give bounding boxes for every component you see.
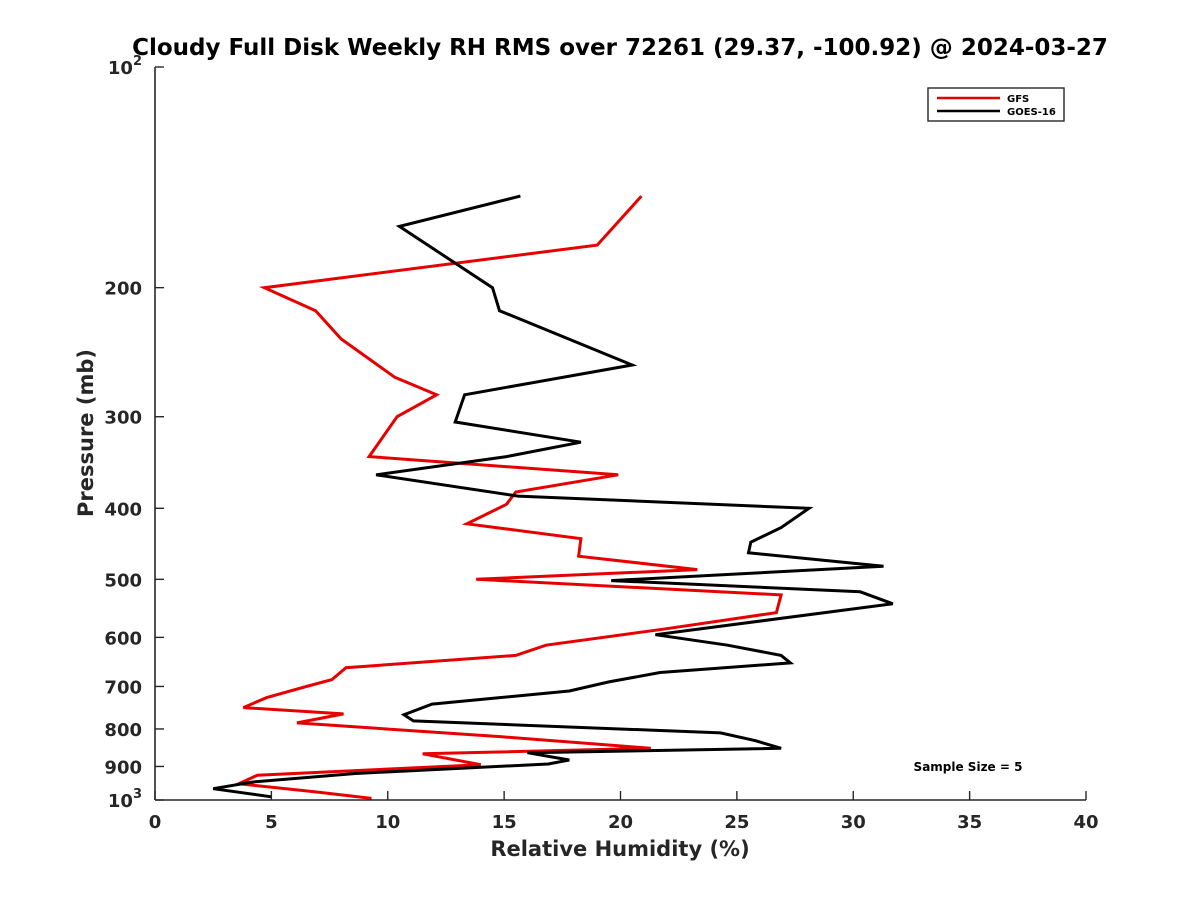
- chart-title: Cloudy Full Disk Weekly RH RMS over 7226…: [132, 35, 1108, 61]
- series-layer: [212, 194, 894, 800]
- x-axis-label: Relative Humidity (%): [490, 837, 749, 861]
- x-tick-label: 40: [1073, 812, 1098, 833]
- series-line-gfs: [233, 195, 784, 800]
- sample-size-annotation: Sample Size = 5: [914, 760, 1023, 774]
- series-line-goes-16: [212, 194, 894, 799]
- x-tick-label: 0: [149, 812, 162, 833]
- y-tick-base: 10: [108, 791, 133, 812]
- x-tick-label: 10: [375, 812, 400, 833]
- legend-label-goes-16: GOES-16: [1007, 107, 1056, 118]
- y-axis-label: Pressure (mb): [74, 349, 98, 517]
- y-tick-label: 400: [104, 499, 142, 520]
- y-tick-exponent: 3: [133, 787, 142, 802]
- legend: GFS GOES-16: [927, 87, 1065, 122]
- y-tick-label: 200: [104, 279, 142, 300]
- y-tick-label: 800: [104, 720, 142, 741]
- x-tick-label: 5: [265, 812, 278, 833]
- x-tick-label: 30: [841, 812, 866, 833]
- y-tick-label: 103: [108, 787, 142, 812]
- x-tick-label: 35: [957, 812, 982, 833]
- y-tick-label: 700: [104, 677, 142, 698]
- y-tick-label: 300: [104, 408, 142, 429]
- x-tick-label: 15: [492, 812, 517, 833]
- y-tick-base: 10: [108, 58, 133, 79]
- x-ticks: 0 5 10 15 20 25 30 35 40: [149, 791, 1099, 833]
- y-tick-label: 600: [104, 628, 142, 649]
- legend-label-gfs: GFS: [1007, 94, 1029, 105]
- x-tick-label: 25: [724, 812, 749, 833]
- y-tick-label: 102: [108, 54, 142, 79]
- legend-box: [927, 87, 1065, 122]
- y-tick-exponent: 2: [133, 54, 142, 69]
- y-tick-label: 500: [104, 570, 142, 591]
- y-tick-label: 900: [104, 757, 142, 778]
- x-tick-label: 20: [608, 812, 633, 833]
